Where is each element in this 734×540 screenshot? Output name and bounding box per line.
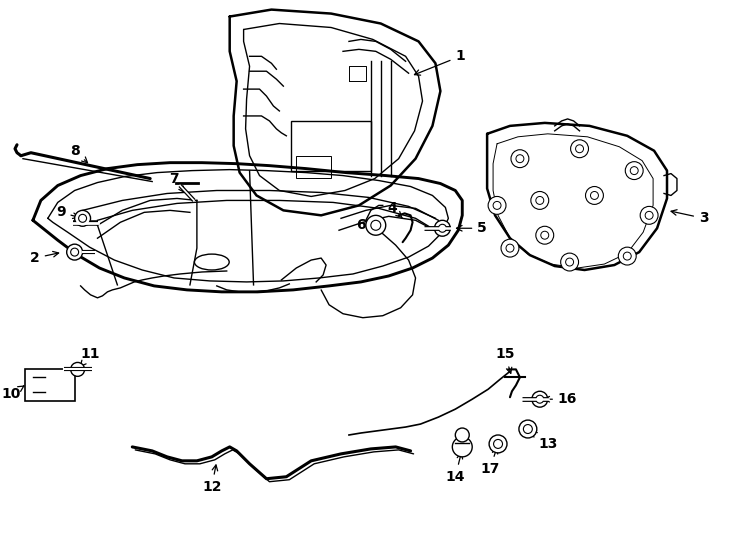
Circle shape bbox=[541, 231, 549, 239]
Circle shape bbox=[506, 244, 514, 252]
Text: 15: 15 bbox=[495, 347, 515, 373]
Circle shape bbox=[531, 192, 549, 210]
Text: 5: 5 bbox=[457, 221, 487, 235]
Text: 10: 10 bbox=[1, 386, 24, 401]
Circle shape bbox=[501, 239, 519, 257]
Circle shape bbox=[511, 150, 529, 167]
Text: 9: 9 bbox=[56, 205, 79, 219]
Circle shape bbox=[519, 420, 537, 438]
Circle shape bbox=[455, 428, 469, 442]
Circle shape bbox=[640, 206, 658, 224]
Text: 8: 8 bbox=[70, 144, 87, 163]
Circle shape bbox=[493, 440, 503, 448]
Circle shape bbox=[488, 197, 506, 214]
Text: 7: 7 bbox=[170, 172, 184, 192]
Circle shape bbox=[75, 211, 90, 226]
Circle shape bbox=[532, 392, 548, 407]
Circle shape bbox=[625, 161, 643, 180]
Text: 2: 2 bbox=[30, 251, 59, 265]
Text: 16: 16 bbox=[544, 392, 578, 406]
Circle shape bbox=[435, 220, 451, 236]
Text: 1: 1 bbox=[415, 49, 465, 75]
Circle shape bbox=[366, 215, 386, 235]
Polygon shape bbox=[48, 170, 448, 282]
Circle shape bbox=[79, 214, 87, 222]
Circle shape bbox=[489, 435, 507, 453]
Circle shape bbox=[645, 211, 653, 219]
Bar bbox=[297, 156, 331, 178]
Circle shape bbox=[371, 220, 381, 230]
Circle shape bbox=[586, 186, 603, 205]
Circle shape bbox=[67, 244, 83, 260]
Circle shape bbox=[618, 247, 636, 265]
Polygon shape bbox=[33, 163, 462, 292]
Circle shape bbox=[70, 248, 79, 256]
Circle shape bbox=[516, 154, 524, 163]
Bar bbox=[25, 369, 75, 401]
Circle shape bbox=[70, 362, 84, 376]
Polygon shape bbox=[244, 24, 423, 197]
Circle shape bbox=[561, 253, 578, 271]
Circle shape bbox=[438, 224, 446, 232]
Circle shape bbox=[590, 192, 598, 199]
Text: 3: 3 bbox=[671, 210, 708, 225]
Text: 13: 13 bbox=[531, 431, 557, 451]
Circle shape bbox=[493, 201, 501, 210]
Circle shape bbox=[536, 197, 544, 205]
Circle shape bbox=[536, 226, 553, 244]
Text: 4: 4 bbox=[388, 201, 402, 218]
Circle shape bbox=[631, 167, 638, 174]
Bar bbox=[291, 121, 371, 171]
Polygon shape bbox=[487, 123, 667, 270]
Circle shape bbox=[566, 258, 573, 266]
Circle shape bbox=[575, 145, 584, 153]
Text: 11: 11 bbox=[80, 347, 101, 367]
Text: 12: 12 bbox=[202, 465, 222, 494]
Polygon shape bbox=[493, 134, 653, 268]
Circle shape bbox=[452, 437, 472, 457]
Circle shape bbox=[623, 252, 631, 260]
Circle shape bbox=[570, 140, 589, 158]
Text: 6: 6 bbox=[356, 218, 379, 232]
Circle shape bbox=[536, 395, 544, 403]
Circle shape bbox=[523, 424, 532, 434]
Polygon shape bbox=[230, 10, 440, 215]
Text: 14: 14 bbox=[446, 453, 465, 484]
Text: 17: 17 bbox=[481, 448, 500, 476]
